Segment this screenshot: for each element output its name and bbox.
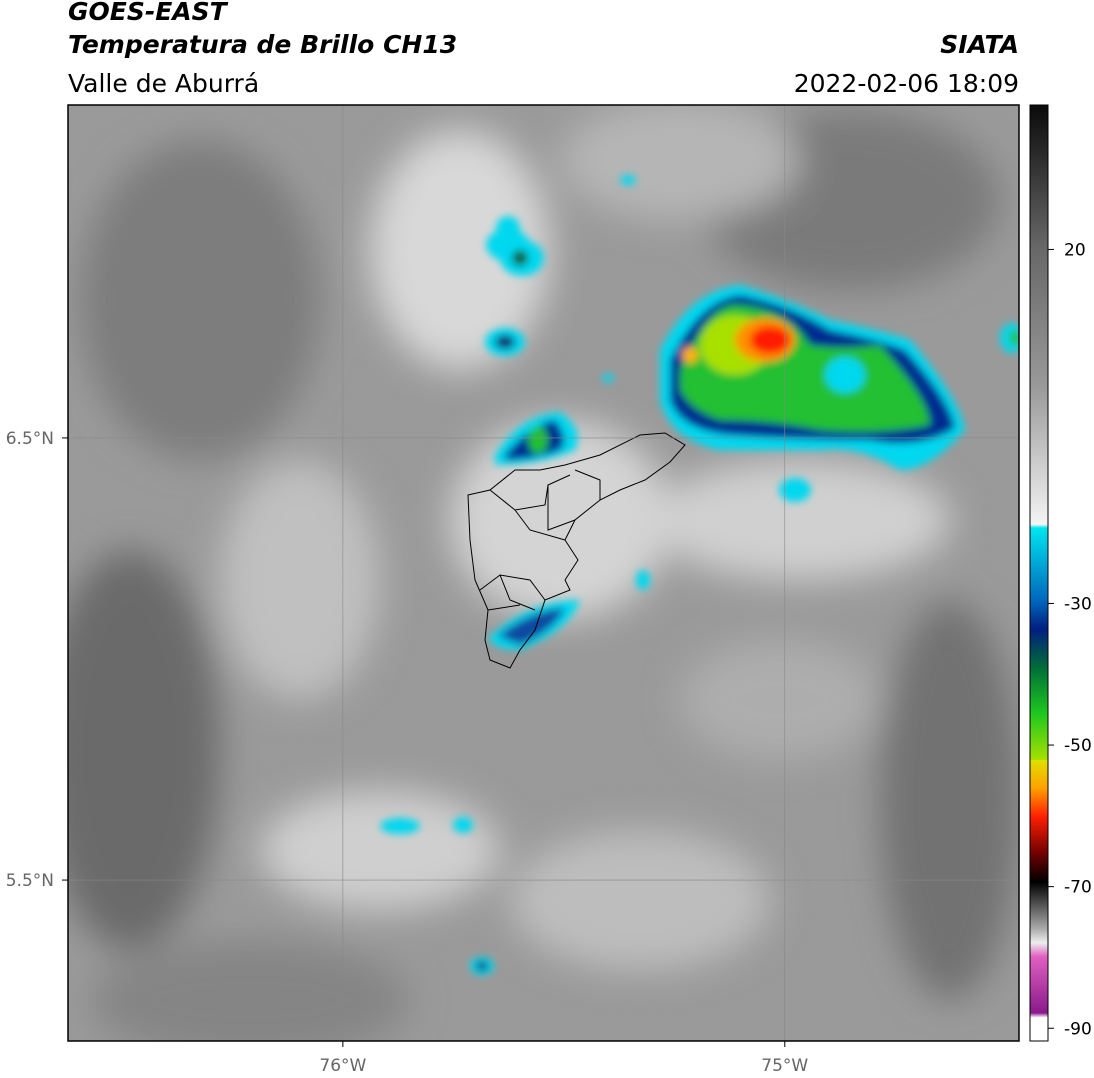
subtitle: Temperatura de Brillo CH13 bbox=[68, 30, 457, 59]
y-tick-label: 5.5°N bbox=[6, 871, 54, 891]
x-tick-label: 75°W bbox=[761, 1056, 808, 1076]
map-frame bbox=[67, 104, 1020, 1042]
colorbar-tick-label: -30 bbox=[1064, 594, 1092, 614]
colorbar-tick-label: -70 bbox=[1064, 878, 1092, 898]
colorbar-tick-label: -90 bbox=[1064, 1019, 1092, 1039]
y-tick-label: 6.5°N bbox=[6, 429, 54, 449]
colorbar-tick-label: -50 bbox=[1064, 736, 1092, 756]
x-tick-label: 76°W bbox=[319, 1056, 366, 1076]
source: SIATA bbox=[940, 30, 1019, 59]
colorbar bbox=[1029, 104, 1049, 1042]
title: GOES-EAST bbox=[68, 0, 229, 26]
datetime: 2022-02-06 18:09 bbox=[794, 69, 1019, 98]
satellite-image bbox=[68, 105, 1019, 1041]
region: Valle de Aburrá bbox=[68, 69, 259, 98]
colorbar-tick-label: 20 bbox=[1064, 240, 1086, 260]
